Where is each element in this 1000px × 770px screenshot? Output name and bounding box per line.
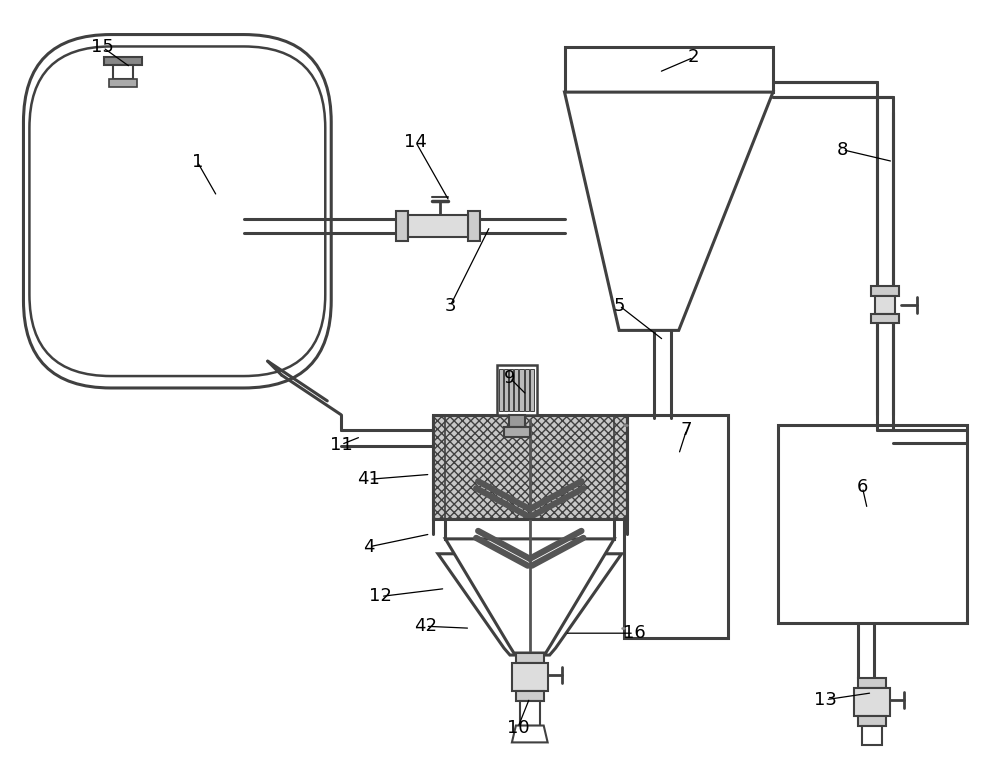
Bar bbox=[854, 688, 890, 715]
Text: 4: 4 bbox=[363, 537, 375, 556]
Bar bbox=[871, 286, 899, 296]
FancyBboxPatch shape bbox=[23, 35, 331, 388]
Text: 42: 42 bbox=[414, 618, 437, 635]
Bar bbox=[778, 425, 967, 623]
Bar bbox=[530, 369, 534, 411]
Polygon shape bbox=[445, 539, 614, 653]
Bar bbox=[516, 691, 544, 701]
Bar bbox=[497, 365, 537, 415]
Bar bbox=[509, 369, 513, 411]
Bar bbox=[433, 415, 627, 519]
Text: 6: 6 bbox=[857, 478, 868, 496]
Bar bbox=[509, 415, 525, 427]
Bar bbox=[624, 415, 728, 638]
Bar bbox=[109, 79, 137, 87]
Text: 15: 15 bbox=[91, 38, 114, 56]
Bar bbox=[396, 211, 408, 241]
Bar bbox=[565, 48, 773, 92]
Bar bbox=[514, 369, 518, 411]
Text: 2: 2 bbox=[688, 49, 699, 66]
Text: 9: 9 bbox=[504, 369, 516, 387]
Text: 1: 1 bbox=[192, 152, 203, 171]
Bar bbox=[862, 725, 882, 745]
Bar bbox=[871, 313, 899, 323]
Bar bbox=[504, 427, 530, 437]
Bar bbox=[445, 415, 614, 519]
Bar bbox=[445, 519, 614, 539]
Text: 7: 7 bbox=[681, 420, 692, 439]
Polygon shape bbox=[512, 725, 548, 742]
Polygon shape bbox=[565, 92, 773, 330]
Text: 8: 8 bbox=[837, 141, 848, 159]
Text: 16: 16 bbox=[623, 624, 645, 642]
Text: 41: 41 bbox=[358, 470, 380, 488]
Bar bbox=[516, 653, 544, 663]
Bar bbox=[113, 65, 133, 79]
Text: 11: 11 bbox=[330, 436, 353, 454]
Bar bbox=[519, 369, 524, 411]
Bar bbox=[875, 296, 895, 313]
Bar bbox=[858, 678, 886, 688]
Bar bbox=[408, 216, 468, 237]
Bar bbox=[104, 58, 142, 65]
Bar bbox=[499, 369, 503, 411]
Text: 3: 3 bbox=[445, 296, 456, 315]
Bar bbox=[468, 211, 480, 241]
Bar bbox=[512, 663, 548, 691]
Text: 12: 12 bbox=[369, 588, 392, 605]
Text: 5: 5 bbox=[613, 296, 625, 315]
Text: 13: 13 bbox=[814, 691, 837, 708]
Text: 10: 10 bbox=[507, 718, 529, 737]
Bar bbox=[504, 369, 508, 411]
Bar bbox=[525, 369, 529, 411]
Bar bbox=[520, 701, 540, 725]
Text: 14: 14 bbox=[404, 132, 427, 151]
Bar bbox=[858, 715, 886, 725]
